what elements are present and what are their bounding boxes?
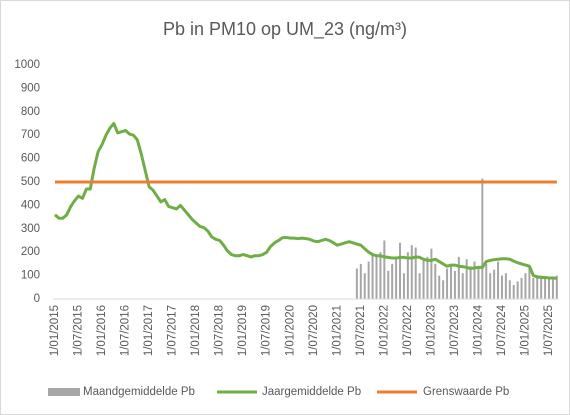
bar: [555, 275, 558, 299]
x-tick-label: 1/01/2019: [237, 305, 249, 356]
x-tick-label: 1/01/2023: [425, 305, 437, 356]
x-tick-label: 1/07/2016: [120, 305, 132, 356]
y-tick-label: 200: [21, 246, 40, 258]
x-tick-label: 1/07/2017: [167, 305, 179, 356]
bar: [512, 284, 515, 299]
bar: [399, 242, 402, 299]
bar: [426, 256, 429, 299]
bar: [504, 273, 507, 299]
x-tick-label: 1/01/2022: [378, 305, 390, 356]
bar: [371, 254, 374, 299]
y-tick-label: 900: [21, 82, 40, 94]
x-tick-label: 1/07/2015: [73, 305, 85, 356]
x-tick-label: 1/01/2020: [284, 305, 296, 356]
x-tick-label: 1/01/2025: [520, 305, 532, 356]
y-tick-label: 0: [34, 293, 40, 305]
bar: [355, 268, 358, 299]
x-tick-label: 1/07/2018: [214, 305, 226, 356]
bar: [461, 273, 464, 299]
y-tick-label: 600: [21, 153, 40, 165]
x-tick-label: 1/01/2017: [143, 305, 155, 356]
x-tick-label: 1/01/2018: [190, 305, 202, 356]
bar: [410, 245, 413, 299]
x-tick-label: 1/01/2016: [96, 305, 108, 356]
bar: [406, 252, 409, 299]
x-tick-label: 1/07/2019: [261, 305, 273, 356]
x-tick-label: 1/01/2015: [49, 305, 61, 356]
bar: [551, 276, 554, 299]
x-tick-label: 1/07/2020: [308, 305, 320, 356]
x-tick-label: 1/01/2021: [331, 305, 343, 356]
bar: [544, 277, 547, 299]
bar: [418, 273, 421, 299]
bar: [493, 269, 496, 299]
legend-label: Maandgemiddelde Pb: [83, 386, 195, 398]
bar: [414, 247, 417, 299]
y-tick-label: 1000: [14, 59, 40, 71]
bar: [489, 273, 492, 299]
bar: [383, 240, 386, 299]
bar: [528, 266, 531, 299]
x-tick-label: 1/07/2024: [496, 304, 508, 356]
bar: [449, 266, 452, 299]
bar: [524, 273, 527, 299]
x-tick-label: 1/01/2024: [472, 304, 484, 356]
y-tick-label: 500: [21, 176, 40, 188]
bar: [453, 270, 456, 299]
y-tick-label: 800: [21, 106, 40, 118]
legend-label: Grenswaarde Pb: [423, 386, 509, 398]
bar: [457, 256, 460, 299]
bar: [536, 276, 539, 299]
bar: [367, 261, 370, 299]
bar: [387, 270, 390, 299]
bar: [520, 277, 523, 299]
bar: [359, 263, 362, 299]
bar: [477, 268, 480, 299]
bar: [469, 266, 472, 299]
bar: [485, 263, 488, 299]
bar: [446, 268, 449, 299]
bar: [438, 275, 441, 299]
bar: [473, 261, 476, 299]
bar: [422, 259, 425, 299]
line: [53, 122, 558, 280]
y-tick-label: 700: [21, 129, 40, 141]
bar: [391, 263, 394, 299]
bar: [465, 259, 468, 299]
bar: [442, 280, 445, 299]
bar: [375, 256, 378, 299]
x-tick-label: 1/07/2022: [402, 305, 414, 356]
bar: [395, 256, 398, 299]
bar: [430, 248, 433, 299]
bar: [481, 178, 484, 299]
x-tick-label: 1/07/2021: [355, 305, 367, 356]
chart-title: Pb in PM10 op UM_23 (ng/m³): [163, 19, 407, 40]
bar: [402, 273, 405, 299]
legend-label: Jaargemiddelde Pb: [262, 386, 361, 398]
bar: [548, 279, 550, 299]
bar: [497, 261, 500, 299]
bar: [516, 281, 519, 299]
bar: [508, 280, 511, 299]
x-tick-label: 1/07/2025: [543, 305, 555, 356]
x-tick-label: 1/07/2023: [449, 305, 461, 356]
bar: [363, 273, 366, 299]
y-tick-label: 100: [21, 270, 40, 282]
bar: [434, 263, 437, 299]
y-tick-label: 400: [21, 199, 40, 211]
bar: [540, 275, 543, 299]
y-tick-label: 300: [21, 223, 40, 235]
bar: [379, 252, 382, 299]
bar: [500, 275, 503, 299]
legend-swatch: [48, 388, 80, 396]
bar: [532, 277, 535, 299]
